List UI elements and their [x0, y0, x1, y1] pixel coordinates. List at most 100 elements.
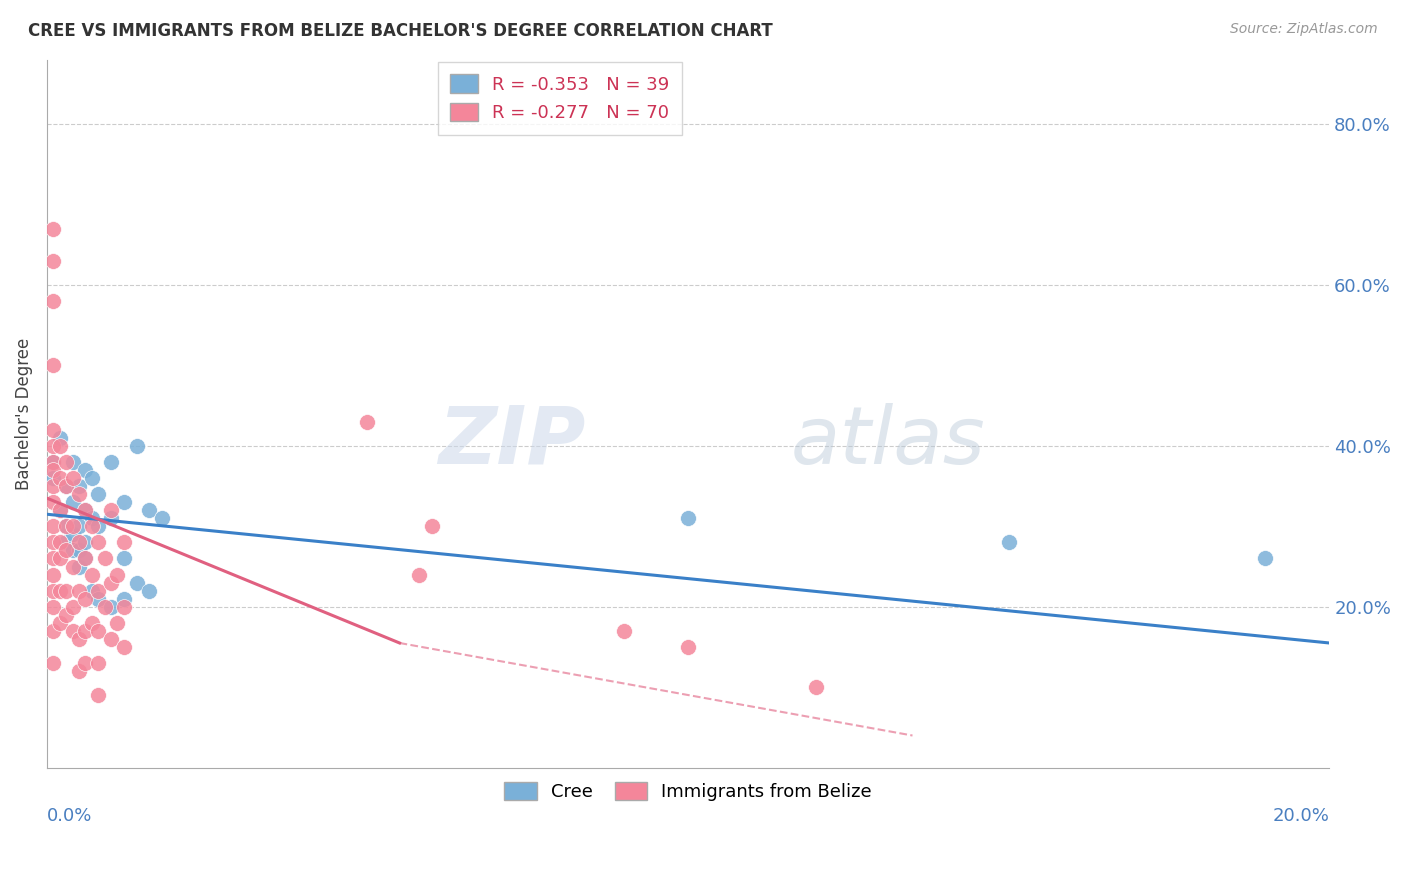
Point	[75, 624, 97, 638]
Point	[112, 640, 135, 654]
Point	[48, 615, 70, 630]
Point	[112, 551, 135, 566]
Point	[42, 599, 65, 614]
Point	[67, 519, 90, 533]
Point	[80, 615, 103, 630]
Point	[42, 471, 65, 485]
Point	[87, 583, 110, 598]
Point	[1254, 551, 1277, 566]
Point	[75, 656, 97, 670]
Point	[67, 559, 90, 574]
Point	[62, 455, 84, 469]
Text: atlas: atlas	[790, 403, 986, 481]
Text: Source: ZipAtlas.com: Source: ZipAtlas.com	[1230, 22, 1378, 37]
Point	[55, 543, 77, 558]
Point	[80, 511, 103, 525]
Point	[67, 543, 90, 558]
Point	[100, 575, 122, 590]
Point	[42, 519, 65, 533]
Point	[100, 455, 122, 469]
Point	[48, 535, 70, 549]
Point	[112, 495, 135, 509]
Point	[42, 455, 65, 469]
Y-axis label: Bachelor's Degree: Bachelor's Degree	[15, 337, 32, 490]
Point	[67, 487, 90, 501]
Text: CREE VS IMMIGRANTS FROM BELIZE BACHELOR'S DEGREE CORRELATION CHART: CREE VS IMMIGRANTS FROM BELIZE BACHELOR'…	[28, 22, 773, 40]
Point	[613, 624, 636, 638]
Point	[62, 543, 84, 558]
Point	[42, 455, 65, 469]
Point	[42, 359, 65, 373]
Point	[42, 463, 65, 477]
Point	[676, 640, 699, 654]
Point	[100, 511, 122, 525]
Point	[42, 479, 65, 493]
Point	[87, 535, 110, 549]
Point	[676, 511, 699, 525]
Point	[80, 583, 103, 598]
Point	[67, 479, 90, 493]
Point	[48, 551, 70, 566]
Point	[997, 535, 1019, 549]
Point	[62, 624, 84, 638]
Text: ZIP: ZIP	[439, 403, 585, 481]
Point	[42, 567, 65, 582]
Point	[62, 471, 84, 485]
Point	[42, 439, 65, 453]
Point	[87, 519, 110, 533]
Text: 0.0%: 0.0%	[46, 806, 93, 824]
Point	[48, 503, 70, 517]
Point	[408, 567, 430, 582]
Point	[87, 487, 110, 501]
Point	[62, 495, 84, 509]
Point	[100, 599, 122, 614]
Point	[75, 551, 97, 566]
Point	[80, 567, 103, 582]
Point	[75, 591, 97, 606]
Point	[42, 551, 65, 566]
Point	[42, 221, 65, 235]
Point	[75, 535, 97, 549]
Legend: Cree, Immigrants from Belize: Cree, Immigrants from Belize	[496, 774, 879, 808]
Point	[125, 439, 148, 453]
Point	[107, 615, 129, 630]
Point	[67, 583, 90, 598]
Point	[42, 535, 65, 549]
Point	[87, 624, 110, 638]
Point	[55, 519, 77, 533]
Point	[55, 519, 77, 533]
Point	[80, 471, 103, 485]
Point	[62, 527, 84, 541]
Point	[62, 599, 84, 614]
Point	[48, 471, 70, 485]
Point	[62, 559, 84, 574]
Point	[55, 479, 77, 493]
Point	[55, 535, 77, 549]
Point	[75, 551, 97, 566]
Point	[42, 293, 65, 308]
Point	[93, 599, 115, 614]
Point	[87, 656, 110, 670]
Point	[75, 503, 97, 517]
Point	[100, 632, 122, 646]
Point	[48, 431, 70, 445]
Point	[356, 415, 378, 429]
Point	[87, 591, 110, 606]
Point	[150, 511, 173, 525]
Point	[93, 551, 115, 566]
Point	[55, 479, 77, 493]
Point	[55, 455, 77, 469]
Point	[42, 495, 65, 509]
Point	[75, 463, 97, 477]
Point	[75, 503, 97, 517]
Point	[42, 423, 65, 437]
Point	[67, 535, 90, 549]
Point	[125, 575, 148, 590]
Point	[112, 591, 135, 606]
Point	[67, 664, 90, 678]
Point	[107, 567, 129, 582]
Text: 20.0%: 20.0%	[1272, 806, 1329, 824]
Point	[42, 656, 65, 670]
Point	[87, 688, 110, 702]
Point	[80, 519, 103, 533]
